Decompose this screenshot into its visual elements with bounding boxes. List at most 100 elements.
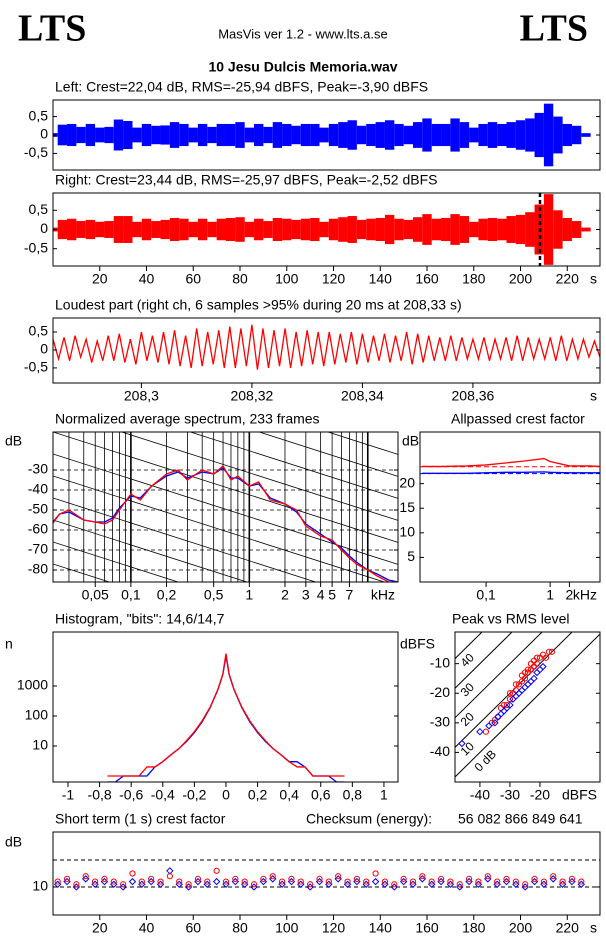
x-tick-label: 2: [281, 587, 289, 603]
y-tick-label: 0: [40, 126, 48, 142]
point: [232, 875, 239, 882]
waveform-segment: [235, 217, 245, 242]
chart-title: Left: Crest=22,04 dB, RMS=-25,94 dBFS, P…: [55, 79, 428, 95]
point: [521, 675, 529, 682]
plot-frame: [52, 631, 399, 783]
point: [260, 875, 267, 882]
x-tick-label: 160: [415, 920, 439, 936]
point: [363, 878, 370, 885]
waveform-segment: [366, 218, 376, 241]
point: [297, 878, 304, 885]
point: [269, 873, 276, 880]
point: [204, 878, 211, 885]
x-tick-label: 120: [322, 271, 346, 287]
series-line: [53, 464, 398, 582]
point: [484, 873, 491, 880]
y-tick-label: 0: [40, 341, 48, 357]
waveform-segment: [225, 217, 236, 242]
waveform-segment: [356, 219, 367, 240]
x-tick-label: 200: [509, 920, 533, 936]
reference-slope: [189, 432, 398, 499]
point: [578, 878, 585, 885]
x-tick-label: 60: [185, 920, 201, 936]
waveform-segment: [151, 125, 161, 145]
waveform-segment: [553, 210, 563, 249]
point: [241, 878, 248, 885]
point: [512, 878, 519, 885]
x-tick-label: 160: [415, 271, 439, 287]
y-tick-label: 0,5: [29, 107, 49, 123]
point: [512, 681, 520, 688]
waveform-segment: [412, 217, 423, 242]
y-tick-label: -60: [28, 521, 48, 537]
point: [288, 875, 295, 882]
plot-area: [53, 103, 591, 167]
waveform-segment: [85, 123, 96, 147]
y-tick-label: -10: [430, 654, 450, 670]
y-tick-label: 0: [40, 220, 48, 236]
waveform-segment: [497, 218, 507, 241]
x-tick-label: 4: [317, 587, 325, 603]
waveform-segment: [300, 218, 311, 241]
x-tick-label: 120: [322, 920, 346, 936]
x-tick-label: 0,4: [279, 787, 299, 803]
point: [506, 701, 514, 709]
x-tick-label: 7: [346, 587, 354, 603]
series-line: [422, 471, 600, 474]
waveform-segment: [57, 124, 68, 146]
point: [533, 654, 541, 661]
x-tick-label: -30: [500, 787, 520, 803]
x-tick-label: -0,4: [151, 787, 175, 803]
waveform-segment: [347, 216, 357, 243]
waveform-segment: [188, 221, 198, 238]
waveform-segment: [450, 214, 460, 245]
logo-right: LTS: [520, 8, 588, 50]
y-tick-label: 0,5: [29, 323, 49, 339]
point: [353, 875, 360, 882]
waveform-segment: [534, 112, 544, 158]
x-tick-label: 0,5: [204, 587, 224, 603]
waveform-segment: [478, 123, 488, 147]
waveform-segment: [160, 125, 170, 145]
waveform-segment: [141, 218, 152, 241]
checksum-label: Checksum (energy):: [306, 811, 432, 827]
waveform-segment: [459, 216, 470, 243]
point: [120, 881, 127, 888]
x-unit: dBFS: [562, 787, 597, 803]
x-tick-label: 60: [185, 271, 201, 287]
chart-title: Normalized average spectrum, 233 frames: [55, 411, 320, 427]
plot-frame: [52, 317, 601, 384]
x-unit: s: [590, 271, 597, 287]
y-tick-label: -30: [28, 461, 48, 477]
point: [148, 875, 155, 882]
waveform-segment: [431, 218, 442, 241]
waveform-segment: [515, 120, 526, 150]
waveform-segment: [581, 227, 591, 232]
waveform-segment: [244, 127, 255, 143]
x-tick-label: 5: [328, 587, 336, 603]
point: [138, 878, 145, 885]
point: [456, 881, 463, 888]
x-tick-label: 180: [462, 920, 486, 936]
plot-area: [107, 653, 345, 782]
waveform-segment: [76, 221, 86, 238]
waveform-segment: [366, 123, 376, 147]
waveform-segment: [478, 218, 488, 241]
point: [91, 878, 99, 885]
plot-frame: [52, 431, 399, 583]
waveform-segment: [254, 218, 264, 241]
point: [129, 870, 136, 877]
x-tick-label: 0,05: [82, 587, 109, 603]
plot-area: [53, 859, 600, 891]
waveform-segment: [403, 219, 413, 240]
y-tick-label: 10: [399, 524, 415, 540]
point: [54, 878, 61, 885]
reference-slope: [53, 475, 386, 582]
y-tick-label: -0,5: [24, 239, 48, 255]
plot-area: [420, 457, 600, 475]
waveform-segment: [375, 217, 385, 242]
waveform-segment: [338, 217, 348, 242]
point: [550, 873, 557, 880]
waveform-segment: [207, 221, 217, 238]
checksum-value: 56 082 866 849 641: [458, 811, 583, 827]
